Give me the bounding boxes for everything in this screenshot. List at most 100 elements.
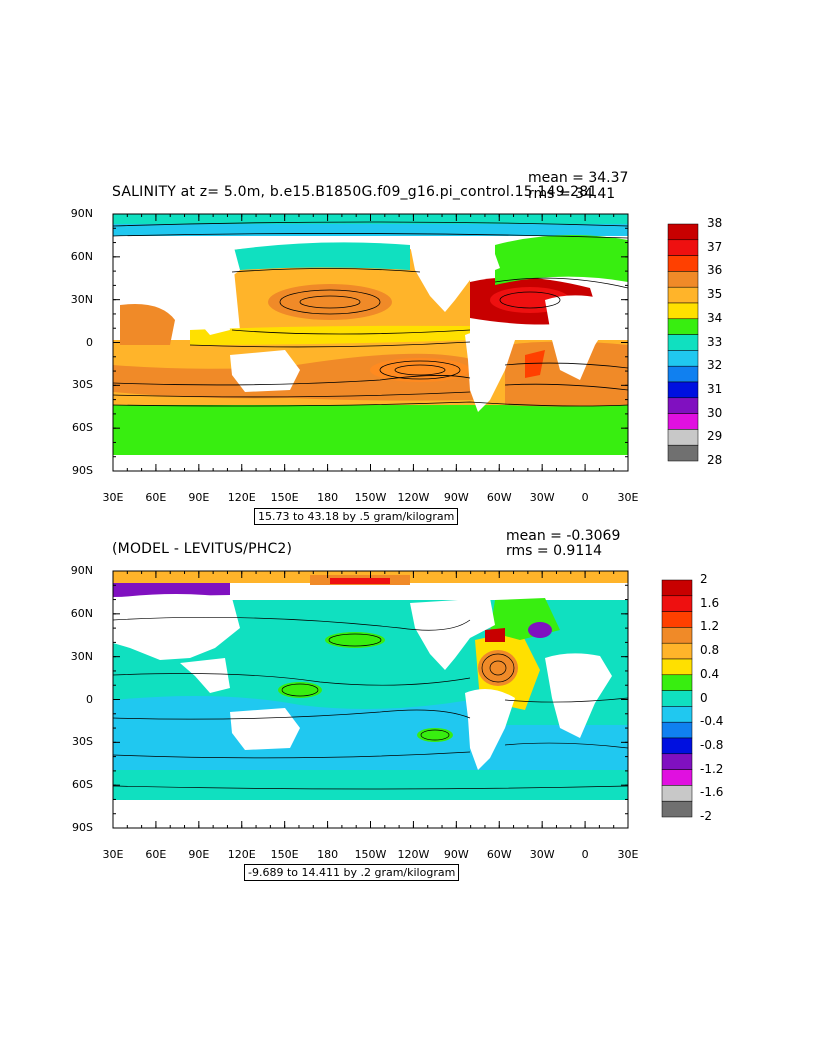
top-lat-label: 60S bbox=[72, 421, 93, 435]
bottom-lat-label: 60N bbox=[70, 606, 93, 620]
top-lon-label: 150E bbox=[270, 491, 299, 504]
top-rms-label: rms = 34.41 bbox=[528, 186, 616, 202]
bottom-map bbox=[113, 571, 628, 828]
top-colorbar-swatch bbox=[667, 318, 699, 335]
bottom-range-box: -9.689 to 14.411 by .2 gram/kilogram bbox=[244, 864, 460, 881]
bottom-colorbar-swatch bbox=[661, 706, 693, 723]
bottom-lon-label: 30E bbox=[617, 848, 639, 861]
top-colorbar-swatch bbox=[667, 271, 699, 288]
top-lon-label: 120E bbox=[227, 491, 256, 504]
top-colorbar-label: 34 bbox=[707, 310, 723, 325]
bottom-colorbar-label: 1.6 bbox=[700, 595, 720, 610]
top-colorbar-label: 28 bbox=[707, 453, 723, 467]
top-colorbar bbox=[667, 223, 699, 462]
top-lat-label: 60N bbox=[70, 249, 93, 263]
top-colorbar-label: 36 bbox=[707, 263, 723, 278]
top-mean-label: mean = 34.37 bbox=[528, 170, 629, 186]
top-colorbar-swatch bbox=[667, 397, 699, 414]
bottom-colorbar-label: -1.6 bbox=[700, 785, 724, 800]
bottom-colorbar-swatch bbox=[661, 690, 693, 707]
top-lat-label: 30S bbox=[72, 378, 93, 392]
bottom-colorbar-label: -1.2 bbox=[700, 761, 724, 776]
bottom-lon-label: 180 bbox=[317, 848, 339, 861]
top-colorbar-label: 35 bbox=[707, 287, 723, 302]
top-lon-label: 30W bbox=[529, 491, 555, 504]
top-colorbar-label: 29 bbox=[707, 429, 723, 444]
bottom-title: (MODEL - LEVITUS/PHC2) bbox=[112, 541, 293, 557]
southern-ocean-band bbox=[113, 405, 628, 455]
top-colorbar-label: 37 bbox=[707, 239, 723, 254]
bottom-lon-label: 150W bbox=[354, 848, 387, 861]
top-colorbar-label: 33 bbox=[707, 334, 723, 349]
bottom-lon-label: 60E bbox=[145, 848, 167, 861]
bottom-colorbar-swatch bbox=[661, 658, 693, 676]
top-colorbar-swatch bbox=[667, 302, 699, 320]
bottom-colorbar-swatch bbox=[661, 769, 693, 786]
bottom-colorbar-swatch bbox=[661, 753, 693, 770]
north-america-landmass bbox=[410, 240, 500, 312]
bottom-lat-label: 30N bbox=[70, 649, 93, 663]
bottom-colorbar-swatch bbox=[661, 800, 693, 818]
top-lon-label: 90W bbox=[443, 491, 469, 504]
bottom-colorbar-swatch bbox=[661, 627, 693, 644]
bottom-rms-label: rms = 0.9114 bbox=[506, 543, 603, 559]
top-colorbar-swatch bbox=[667, 223, 699, 241]
australia-landmass bbox=[230, 350, 300, 392]
bottom-colorbar-label: 0.8 bbox=[700, 643, 720, 658]
top-lat-label: 90S bbox=[72, 464, 93, 477]
bottom-colorbar-swatch bbox=[661, 721, 693, 739]
bottom-colorbar-label: 0.4 bbox=[700, 666, 720, 681]
bottom-lat-label: 0 bbox=[86, 692, 93, 706]
top-lon-label: 60W bbox=[486, 491, 512, 504]
top-lon-label: 0 bbox=[581, 491, 589, 504]
top-lon-label: 90E bbox=[188, 491, 210, 504]
top-colorbar-swatch bbox=[667, 365, 699, 383]
bottom-lon-label: 30W bbox=[529, 848, 555, 861]
bottom-colorbar-label: 1.2 bbox=[700, 619, 720, 634]
bottom-colorbar-swatch bbox=[661, 737, 693, 755]
eurasia-landmass bbox=[113, 236, 240, 302]
top-lon-label: 180 bbox=[317, 491, 339, 504]
bottom-lon-label: 30E bbox=[102, 848, 124, 861]
bottom-colorbar-swatch bbox=[661, 611, 693, 628]
bottom-colorbar-swatch bbox=[661, 642, 693, 660]
bottom-lon-label: 120E bbox=[227, 848, 256, 861]
top-lat-label: 0 bbox=[86, 335, 93, 349]
top-lon-label: 60E bbox=[145, 491, 167, 504]
top-lon-label: 150W bbox=[354, 491, 387, 504]
top-colorbar-swatch bbox=[667, 429, 699, 446]
bottom-mean-label: mean = -0.3069 bbox=[506, 528, 621, 544]
top-colorbar-swatch bbox=[667, 381, 699, 399]
south-america-landmass bbox=[465, 331, 515, 412]
top-lat-label: 30N bbox=[70, 292, 93, 306]
top-lon-label: 30E bbox=[617, 491, 639, 504]
bottom-colorbar-swatch bbox=[661, 595, 693, 612]
top-colorbar-swatch bbox=[667, 255, 699, 272]
bottom-colorbar-label: -0.4 bbox=[700, 714, 724, 729]
top-colorbar-label: 38 bbox=[707, 216, 723, 230]
top-colorbar-swatch bbox=[667, 286, 699, 304]
bottom-lat-label: 30S bbox=[72, 735, 93, 749]
top-colorbar-label: 31 bbox=[707, 381, 723, 396]
bottom-lat-label: 90N bbox=[70, 564, 93, 577]
bottom-lon-label: 120W bbox=[397, 848, 430, 861]
bottom-colorbar-label: 2 bbox=[700, 572, 708, 586]
bottom-lon-label: 90W bbox=[443, 848, 469, 861]
top-colorbar-swatch bbox=[667, 413, 699, 430]
top-colorbar-label: 32 bbox=[707, 358, 723, 373]
top-colorbar-swatch bbox=[667, 334, 699, 351]
top-map bbox=[113, 214, 628, 471]
bottom-lat-label: 60S bbox=[72, 778, 93, 792]
top-lat-label: 90N bbox=[70, 207, 93, 220]
bottom-colorbar-label: -2 bbox=[700, 809, 712, 823]
bottom-lat-label: 90S bbox=[72, 821, 93, 834]
top-colorbar-swatch bbox=[667, 350, 699, 367]
top-colorbar-label: 30 bbox=[707, 405, 723, 420]
bottom-colorbar-label: -0.8 bbox=[700, 737, 724, 752]
bottom-colorbar-swatch bbox=[661, 674, 693, 691]
bottom-lon-label: 150E bbox=[270, 848, 299, 861]
bottom-lon-label: 0 bbox=[581, 848, 589, 861]
top-lon-label: 30E bbox=[102, 491, 124, 504]
africa-landmass bbox=[545, 295, 612, 380]
